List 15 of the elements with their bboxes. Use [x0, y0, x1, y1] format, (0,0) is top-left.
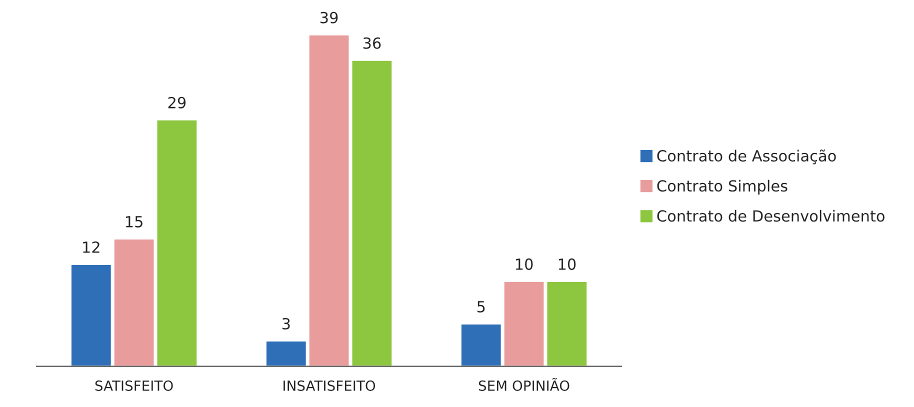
data-label: 3: [282, 318, 290, 330]
legend-label: Contrato de Desenvolvimento: [657, 210, 884, 222]
data-label: 10: [516, 258, 533, 270]
data-label: 39: [320, 12, 338, 24]
x-tick-label: SATISFEITO: [95, 380, 173, 391]
data-label: 15: [126, 216, 142, 228]
x-tick-label: SEM OPINIÃO: [478, 378, 570, 391]
x-tick-label: INSATISFEITO: [284, 380, 376, 391]
data-label: 29: [168, 96, 186, 108]
data-label: 10: [558, 258, 576, 270]
legend-label: Contrato de Associação: [657, 150, 836, 164]
legend-label: Contrato Simples: [657, 180, 788, 195]
data-label: 36: [363, 37, 381, 49]
data-label: 5: [477, 301, 485, 312]
data-label: 12: [83, 241, 100, 253]
